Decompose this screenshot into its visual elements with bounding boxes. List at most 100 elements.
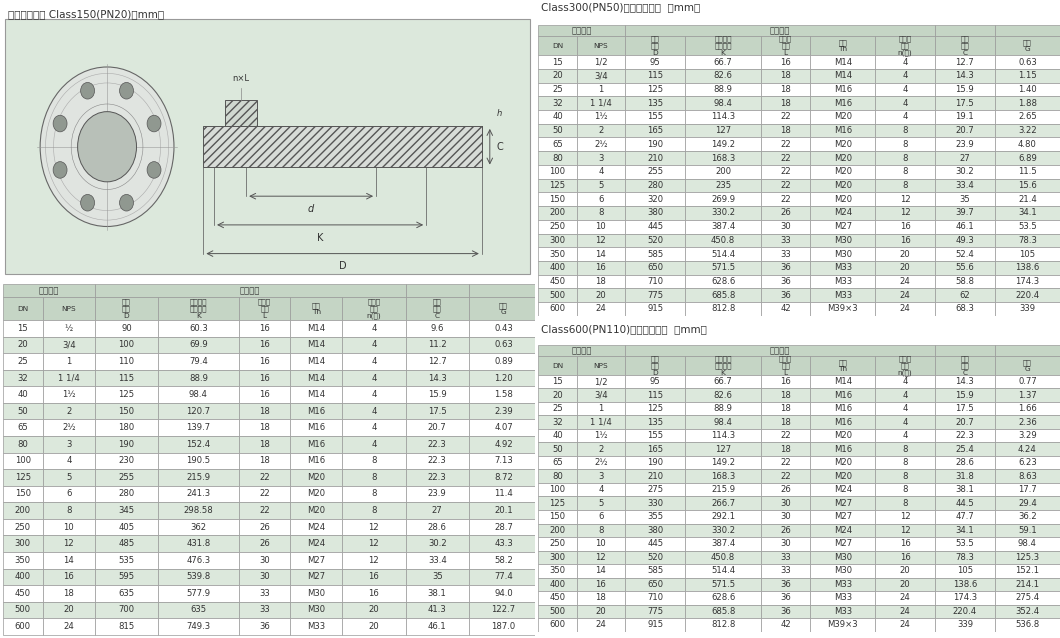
Text: 53.5: 53.5 <box>1018 222 1037 231</box>
Bar <box>538 537 577 551</box>
Bar <box>538 193 577 206</box>
Text: n×L: n×L <box>232 73 249 83</box>
Text: 320: 320 <box>648 195 664 204</box>
Bar <box>876 442 935 456</box>
Text: 125: 125 <box>549 499 566 508</box>
Bar <box>577 375 625 389</box>
Bar <box>538 524 577 537</box>
Text: 钢制管法兰盖 Class150(PN20)（mm）: 钢制管法兰盖 Class150(PN20)（mm） <box>8 10 164 20</box>
Bar <box>761 220 810 234</box>
Bar <box>935 220 994 234</box>
Text: 18: 18 <box>780 445 791 454</box>
Bar <box>290 370 342 387</box>
Text: 4: 4 <box>371 341 376 350</box>
Text: 1.37: 1.37 <box>1018 390 1037 399</box>
Text: 42: 42 <box>780 304 791 313</box>
Text: 30.2: 30.2 <box>955 167 974 176</box>
Bar <box>43 568 94 585</box>
Bar <box>625 151 685 165</box>
Bar <box>342 535 406 552</box>
Bar <box>761 138 810 151</box>
Text: 20: 20 <box>900 249 911 258</box>
Bar <box>238 353 290 370</box>
Text: M16: M16 <box>833 445 852 454</box>
Bar <box>94 403 158 419</box>
Bar <box>761 429 810 442</box>
Bar <box>538 618 577 632</box>
Bar <box>935 442 994 456</box>
Text: 6: 6 <box>598 512 603 521</box>
Bar <box>538 36 577 56</box>
Bar <box>3 337 43 353</box>
Text: M33: M33 <box>833 277 852 286</box>
Text: 168.3: 168.3 <box>711 471 736 480</box>
Bar <box>538 510 577 524</box>
Bar <box>3 297 43 320</box>
Text: 连接尺寸: 连接尺寸 <box>770 26 791 35</box>
Bar <box>577 36 625 56</box>
Bar <box>469 403 538 419</box>
Bar <box>538 151 577 165</box>
Text: 135: 135 <box>648 418 664 427</box>
Text: 18: 18 <box>596 593 606 602</box>
Text: 165: 165 <box>648 126 664 135</box>
Text: NPS: NPS <box>61 306 76 311</box>
Bar <box>577 83 625 96</box>
Bar <box>810 220 876 234</box>
Bar <box>158 387 238 403</box>
Text: 44.5: 44.5 <box>955 499 974 508</box>
Text: M27: M27 <box>833 539 852 548</box>
Bar <box>158 403 238 419</box>
Text: 15: 15 <box>552 57 563 66</box>
Text: 300: 300 <box>15 539 31 548</box>
Text: 1 1/4: 1 1/4 <box>590 418 612 427</box>
Text: 38.1: 38.1 <box>428 589 446 598</box>
Text: NPS: NPS <box>594 43 608 48</box>
Bar <box>538 375 577 389</box>
Text: 17.5: 17.5 <box>428 406 446 416</box>
Bar <box>935 56 994 69</box>
Bar <box>935 345 994 356</box>
Text: 6: 6 <box>66 489 72 498</box>
Bar <box>876 165 935 179</box>
Bar <box>3 353 43 370</box>
Bar <box>761 389 810 402</box>
Text: 122.7: 122.7 <box>492 605 515 614</box>
Bar <box>995 442 1060 456</box>
Bar <box>685 470 761 483</box>
Text: 12: 12 <box>900 526 911 535</box>
Bar <box>3 618 43 635</box>
Bar <box>935 618 994 632</box>
Bar <box>238 486 290 502</box>
Bar <box>406 436 469 452</box>
Text: 405: 405 <box>119 523 135 531</box>
Bar <box>538 605 577 618</box>
Bar <box>810 356 876 375</box>
Bar <box>685 605 761 618</box>
Bar <box>995 234 1060 248</box>
Text: M27: M27 <box>307 572 325 581</box>
Bar <box>625 402 685 415</box>
Bar <box>625 345 935 356</box>
Bar <box>876 248 935 261</box>
Text: 10: 10 <box>596 539 606 548</box>
Bar <box>469 568 538 585</box>
Bar <box>94 618 158 635</box>
Bar <box>935 302 994 316</box>
Bar <box>577 124 625 138</box>
Text: M33: M33 <box>833 580 852 589</box>
Bar <box>761 83 810 96</box>
Bar <box>342 469 406 486</box>
Bar <box>538 356 577 375</box>
Text: 16: 16 <box>260 341 270 350</box>
Bar <box>538 69 577 83</box>
Text: 241.3: 241.3 <box>187 489 211 498</box>
Text: 18: 18 <box>780 99 791 108</box>
Text: 125: 125 <box>15 473 31 482</box>
Text: 47.7: 47.7 <box>955 512 974 521</box>
Text: 98.4: 98.4 <box>189 390 208 399</box>
Text: 8: 8 <box>902 154 908 163</box>
Text: 1.20: 1.20 <box>494 373 513 383</box>
Bar <box>538 83 577 96</box>
Text: 22: 22 <box>780 140 791 149</box>
